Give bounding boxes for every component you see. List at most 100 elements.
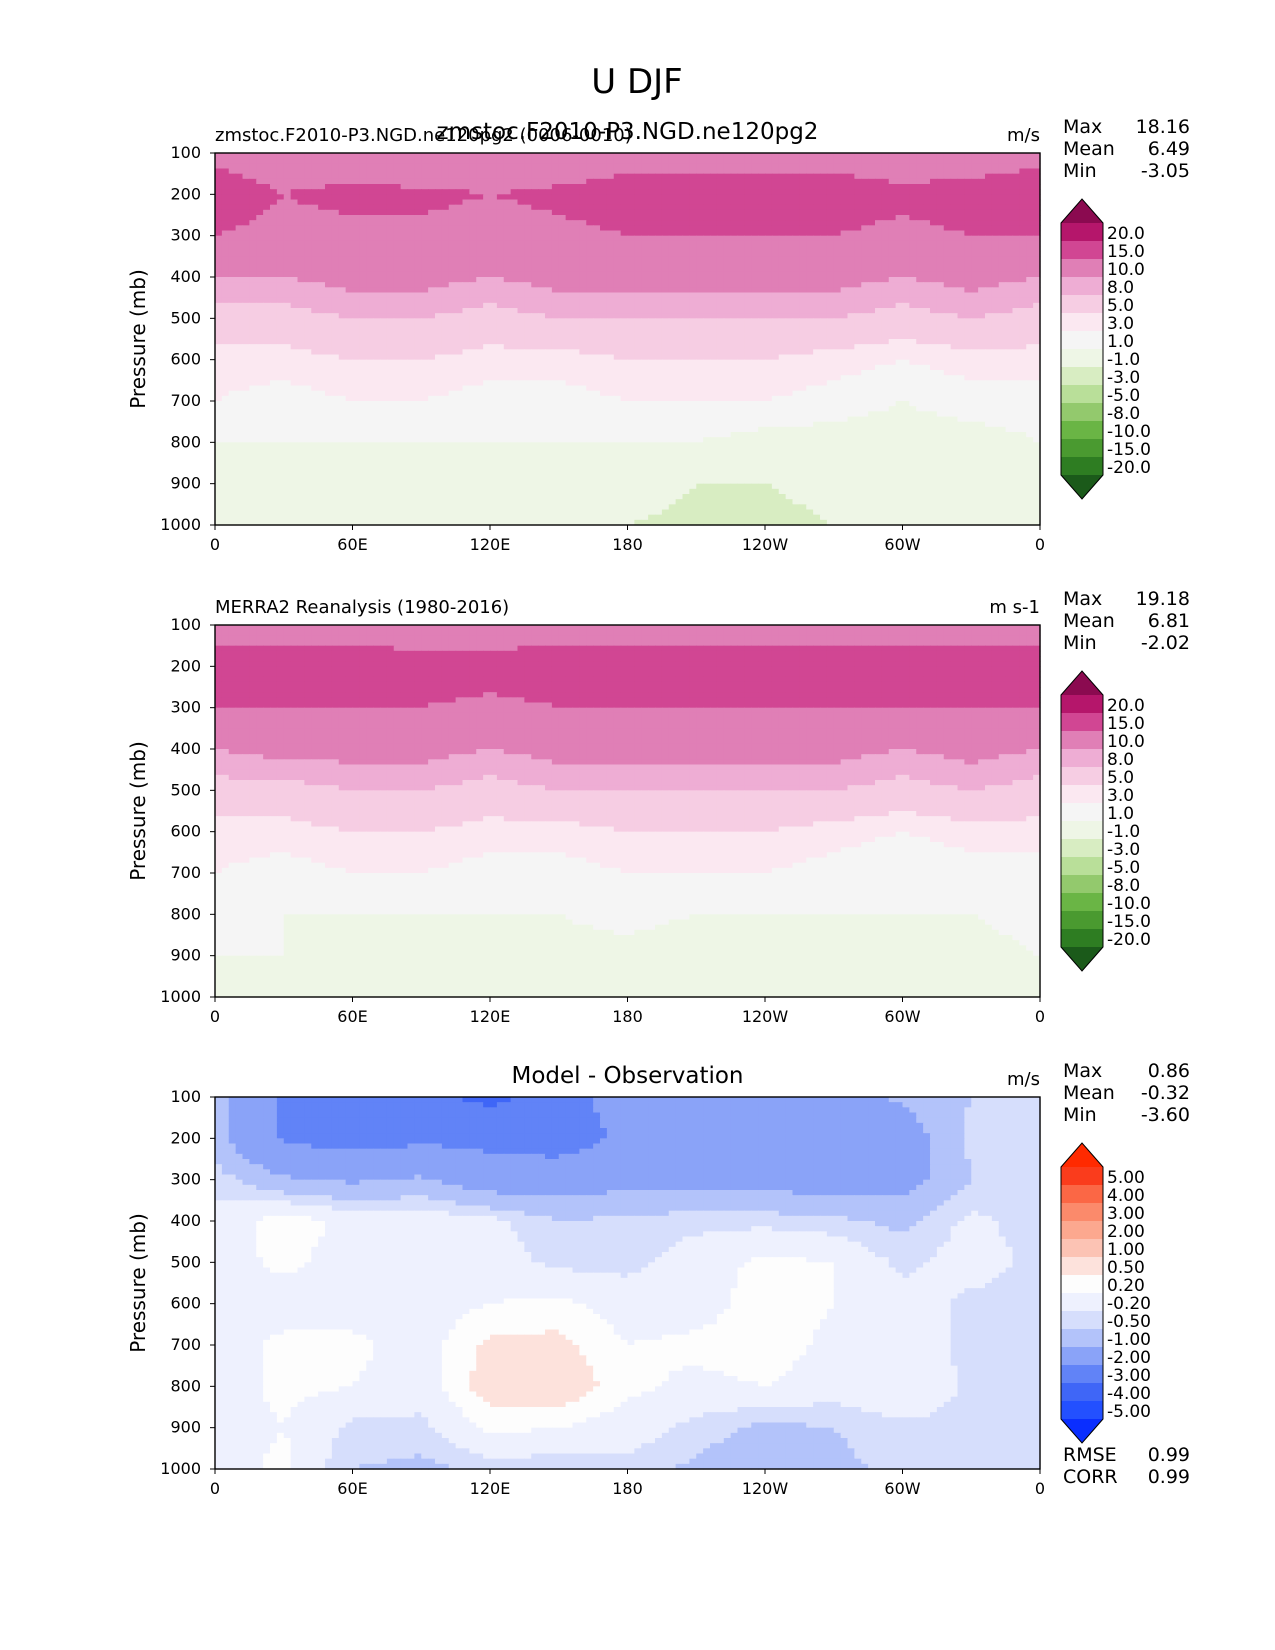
- heatmap-cell: [414, 225, 421, 231]
- heatmap-cell: [820, 246, 827, 252]
- heatmap-cell: [359, 163, 366, 169]
- heatmap-cell: [882, 163, 889, 169]
- heatmap-cell: [813, 158, 820, 164]
- heatmap-cell: [724, 220, 731, 226]
- heatmap-cell: [524, 163, 531, 169]
- heatmap-cell: [463, 241, 470, 247]
- heatmap-cell: [958, 174, 965, 180]
- heatmap-cell: [222, 163, 229, 169]
- heatmap-cell: [999, 231, 1006, 237]
- heatmap-cell: [909, 210, 916, 216]
- heatmap-cell: [937, 189, 944, 195]
- heatmap-cell: [325, 169, 332, 175]
- heatmap-cell: [456, 210, 463, 216]
- heatmap-cell: [359, 174, 366, 180]
- heatmap-cell: [696, 200, 703, 206]
- heatmap-cell: [524, 215, 531, 221]
- heatmap-cell: [531, 194, 538, 200]
- heatmap-cell: [992, 200, 999, 206]
- heatmap-cell: [875, 231, 882, 237]
- heatmap-cell: [215, 210, 222, 216]
- heatmap-cell: [628, 236, 635, 242]
- heatmap-cell: [641, 231, 648, 237]
- heatmap-cell: [676, 174, 683, 180]
- heatmap-cell: [937, 174, 944, 180]
- heatmap-cell: [531, 200, 538, 206]
- heatmap-cell: [717, 215, 724, 221]
- heatmap-cell: [346, 215, 353, 221]
- heatmap-cell: [380, 205, 387, 211]
- heatmap-cell: [634, 174, 641, 180]
- heatmap-cell: [964, 210, 971, 216]
- heatmap-cell: [483, 194, 490, 200]
- heatmap-cell: [689, 231, 696, 237]
- heatmap-cell: [793, 163, 800, 169]
- heatmap-cell: [848, 184, 855, 190]
- heatmap-cell: [751, 205, 758, 211]
- heatmap-cell: [263, 174, 270, 180]
- heatmap-cell: [332, 189, 339, 195]
- heatmap-cell: [923, 246, 930, 252]
- heatmap-cell: [511, 179, 518, 185]
- heatmap-cell: [593, 189, 600, 195]
- heatmap-cell: [820, 215, 827, 221]
- heatmap-cell: [875, 200, 882, 206]
- heatmap-cell: [435, 174, 442, 180]
- heatmap-cell: [765, 194, 772, 200]
- heatmap-cell: [641, 169, 648, 175]
- heatmap-cell: [758, 236, 765, 242]
- heatmap-cell: [1006, 241, 1013, 247]
- heatmap-cell: [930, 231, 937, 237]
- heatmap-cell: [827, 210, 834, 216]
- heatmap-cell: [243, 169, 250, 175]
- heatmap-cell: [676, 163, 683, 169]
- heatmap-cell: [889, 225, 896, 231]
- heatmap-cell: [813, 179, 820, 185]
- heatmap-cell: [311, 236, 318, 242]
- heatmap-cell: [944, 153, 951, 159]
- heatmap-cell: [923, 220, 930, 226]
- heatmap-cell: [683, 246, 690, 252]
- heatmap-cell: [930, 220, 937, 226]
- heatmap-cell: [339, 231, 346, 237]
- heatmap-cell: [573, 184, 580, 190]
- heatmap-cell: [676, 236, 683, 242]
- heatmap-cell: [236, 220, 243, 226]
- heatmap-cell: [256, 236, 263, 242]
- heatmap-cell: [944, 236, 951, 242]
- heatmap-cell: [903, 205, 910, 211]
- heatmap-cell: [394, 194, 401, 200]
- heatmap-cell: [483, 163, 490, 169]
- heatmap-cell: [848, 179, 855, 185]
- heatmap-cell: [937, 184, 944, 190]
- heatmap-cell: [689, 153, 696, 159]
- heatmap-cell: [710, 194, 717, 200]
- heatmap-cell: [676, 205, 683, 211]
- heatmap-cell: [882, 179, 889, 185]
- heatmap-cell: [861, 174, 868, 180]
- heatmap-cell: [346, 205, 353, 211]
- heatmap-cell: [676, 184, 683, 190]
- heatmap-cell: [958, 194, 965, 200]
- heatmap-cell: [325, 179, 332, 185]
- heatmap-cell: [291, 200, 298, 206]
- heatmap-cell: [387, 189, 394, 195]
- heatmap-cell: [518, 205, 525, 211]
- heatmap-cell: [765, 246, 772, 252]
- heatmap-cell: [710, 215, 717, 221]
- heatmap-cell: [518, 236, 525, 242]
- heatmap-cell: [538, 220, 545, 226]
- heatmap-cell: [710, 174, 717, 180]
- heatmap-cell: [573, 158, 580, 164]
- heatmap-cell: [765, 179, 772, 185]
- heatmap-cell: [951, 225, 958, 231]
- heatmap-cell: [648, 241, 655, 247]
- heatmap-cell: [1019, 189, 1026, 195]
- heatmap-cell: [304, 158, 311, 164]
- heatmap-cell: [249, 179, 256, 185]
- heatmap-cell: [634, 158, 641, 164]
- heatmap-cell: [531, 189, 538, 195]
- heatmap-cell: [655, 194, 662, 200]
- heatmap-cell: [469, 210, 476, 216]
- heatmap-cell: [353, 200, 360, 206]
